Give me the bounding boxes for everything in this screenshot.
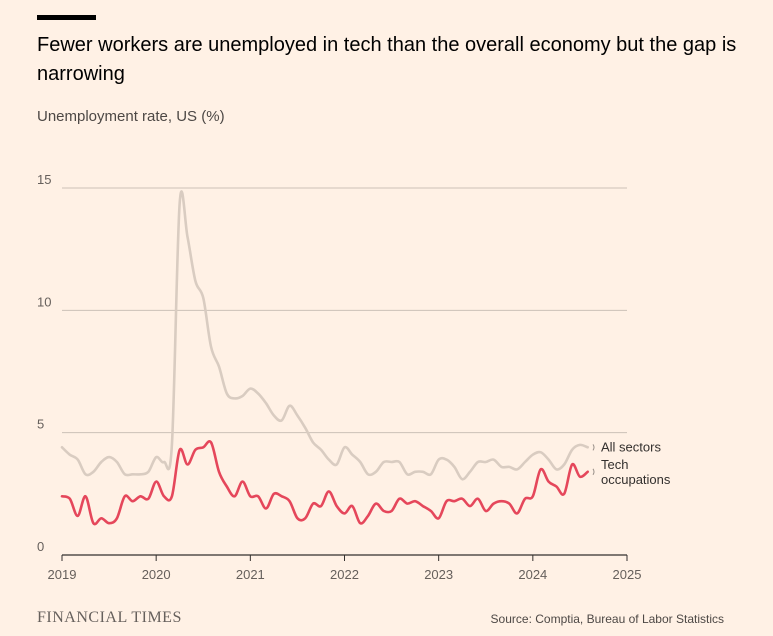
series-label-mark-all-sectors — [592, 444, 595, 451]
x-tick-label-2019: 2019 — [48, 567, 77, 582]
x-tick-label-2024: 2024 — [518, 567, 547, 582]
grid-lines: 0 5 10 15 — [37, 172, 627, 554]
y-tick-label-0: 0 — [37, 539, 44, 554]
series-label-tech-occupations: Tech occupations — [601, 457, 671, 487]
chart-subtitle: Unemployment rate, US (%) — [37, 108, 225, 125]
series-label-line-tech-occupations-1: occupations — [601, 472, 671, 487]
series-label-mark-tech-occupations — [592, 468, 595, 476]
x-tick-label-2020: 2020 — [142, 567, 171, 582]
series-line-tech-occupations — [60, 440, 589, 526]
ft-top-bar — [37, 15, 96, 20]
x-tick-label-2023: 2023 — [424, 567, 453, 582]
series-label-line-all-sectors-0: All sectors — [601, 439, 661, 454]
series-label-line-tech-occupations-0: Tech — [601, 457, 628, 472]
y-tick-label-5: 5 — [37, 417, 44, 432]
series-label-all-sectors: All sectors — [601, 439, 661, 454]
chart-title: Fewer workers are unemployed in tech tha… — [37, 34, 737, 85]
series-lines — [60, 190, 589, 526]
y-tick-label-10: 10 — [37, 294, 51, 309]
x-tick-label-2025: 2025 — [613, 567, 642, 582]
series-line-all-sectors — [60, 190, 589, 481]
ft-logo: FINANCIAL TIMES — [37, 609, 182, 626]
x-axis: 2019 2020 2021 2022 2023 2024 2025 — [48, 554, 642, 582]
x-tick-label-2021: 2021 — [236, 567, 265, 582]
series-labels: All sectors Tech occupations — [592, 439, 671, 487]
y-tick-label-15: 15 — [37, 172, 51, 187]
source-note: Source: Comptia, Bureau of Labor Statist… — [490, 612, 724, 626]
x-tick-label-2022: 2022 — [330, 567, 359, 582]
